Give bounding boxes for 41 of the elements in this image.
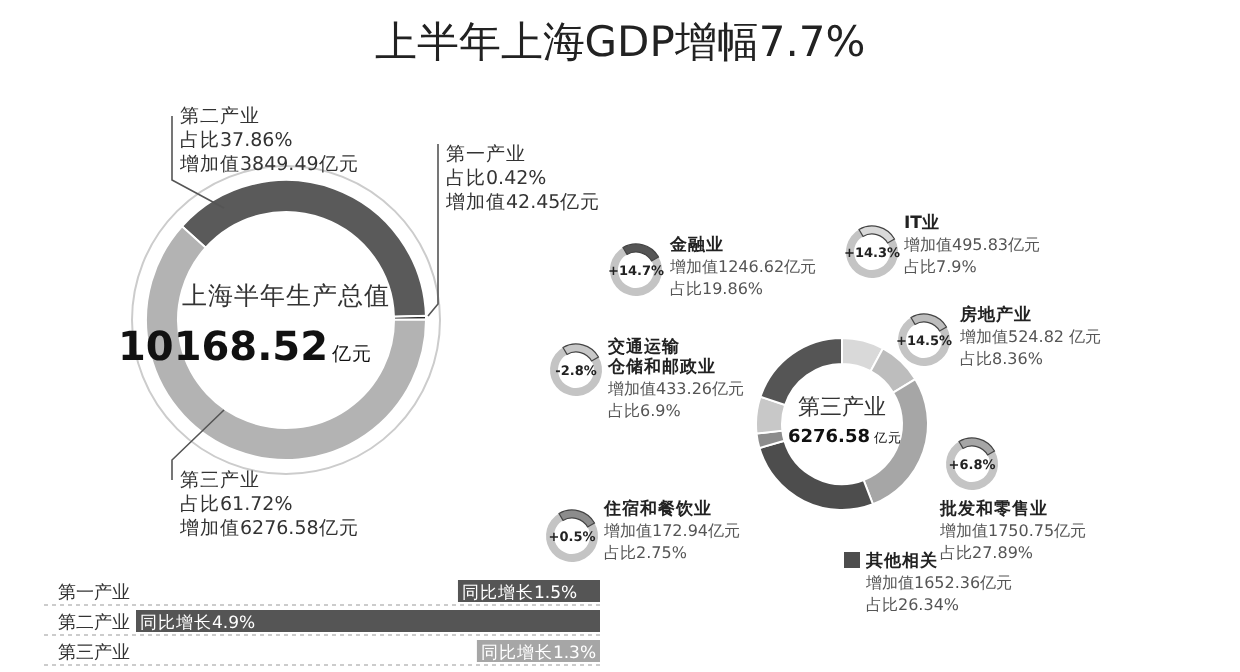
text: 亿元 [330, 344, 372, 366]
text: 占比6.9% [608, 402, 682, 420]
legend-label: 金融业 [668, 234, 724, 256]
text: 第三产业 [798, 394, 886, 420]
legend-label: IT业 [904, 212, 940, 234]
text: 增加值3849.49亿元 [178, 152, 359, 176]
slice-label: 第一产业 [446, 142, 526, 166]
text: 增加值6276.58亿元 [178, 516, 359, 540]
legend-label: 其他相关 [864, 550, 938, 572]
text: 上海半年生产总值 [182, 280, 390, 310]
y-tick-label: 第二产业 [58, 612, 130, 634]
legend-label: 房地产业 [958, 304, 1032, 326]
slice-label: 第三产业 [180, 468, 260, 492]
text: 10168.52 [117, 322, 328, 370]
data-label: 同比增长4.9% [140, 612, 256, 634]
text: 增加值1652.36亿元 [864, 574, 1013, 592]
data-label: 占比37.86% [180, 128, 293, 152]
text: 增加值495.83亿元 [902, 236, 1040, 254]
data-label: 占比61.72% [180, 492, 293, 516]
data-label: 占比0.42% [446, 166, 547, 190]
legend-label: 住宿和餐饮业 [602, 498, 712, 520]
text: 增加值1750.75亿元 [938, 522, 1087, 540]
text: 增加值433.26亿元 [606, 380, 744, 398]
text: 6276.58 [788, 428, 870, 448]
text: 占比19.86% [670, 280, 764, 298]
text: 占比27.89% [940, 544, 1034, 562]
slice-label: 第二产业 [180, 104, 260, 128]
y-tick-label: 第一产业 [58, 582, 130, 604]
text: 增加值42.45亿元 [444, 190, 601, 214]
text: 占比26.34% [866, 596, 960, 614]
text: 占比8.36% [960, 350, 1044, 368]
data-label: 同比增长1.5% [461, 582, 578, 604]
slice-label: 批发和零售业 [938, 498, 1048, 520]
text: 占比2.75% [604, 544, 688, 562]
chart-title: 上半年上海GDP增幅7.7% [374, 18, 866, 66]
y-tick-label: 第三产业 [58, 642, 130, 664]
legend-label: 交通运输仓储和邮政业 [606, 336, 716, 379]
text: 增加值524.82 亿元 [958, 328, 1102, 346]
text: 占比7.9% [904, 258, 978, 276]
text: 增加值172.94亿元 [602, 522, 740, 540]
text: 增加值1246.62亿元 [668, 258, 817, 276]
